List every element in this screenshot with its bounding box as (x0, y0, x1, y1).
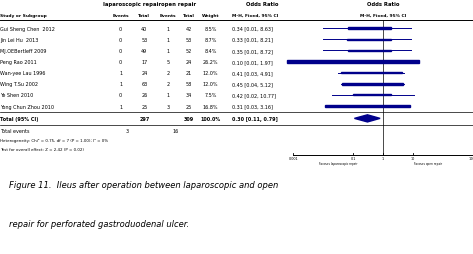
Text: 1: 1 (119, 104, 122, 109)
Text: 40: 40 (141, 26, 148, 31)
Text: 0.35 [0.01, 8.72]: 0.35 [0.01, 8.72] (232, 49, 272, 54)
Text: 0.001: 0.001 (289, 156, 298, 160)
Text: 0: 0 (119, 93, 122, 98)
Text: Odds Ratio: Odds Ratio (246, 2, 279, 7)
Text: 12.0%: 12.0% (203, 71, 218, 76)
Text: 0.33 [0.01, 8.21]: 0.33 [0.01, 8.21] (232, 38, 272, 42)
Text: Gui Sheng Chen  2012: Gui Sheng Chen 2012 (0, 26, 55, 31)
Text: 1: 1 (119, 82, 122, 87)
Bar (325, 106, 411, 108)
Text: 53: 53 (141, 38, 148, 42)
Text: Heterogeneity: Chi² = 0.75, df = 7 (P = 1.00); I² = 0%: Heterogeneity: Chi² = 0.75, df = 7 (P = … (0, 138, 108, 142)
Text: Jin Lei Hu  2013: Jin Lei Hu 2013 (0, 38, 38, 42)
Text: Peng Rao 2011: Peng Rao 2011 (0, 60, 37, 65)
Text: 24: 24 (141, 71, 148, 76)
Text: 0: 0 (119, 60, 122, 65)
Text: 1: 1 (166, 93, 169, 98)
Text: Total: Total (138, 13, 150, 18)
Text: 24: 24 (186, 60, 193, 65)
Text: 12.0%: 12.0% (203, 82, 218, 87)
Text: 0.45 [0.04, 5.12]: 0.45 [0.04, 5.12] (232, 82, 272, 87)
Text: MJ.OEBertleff 2009: MJ.OEBertleff 2009 (0, 49, 46, 54)
Text: 5: 5 (166, 60, 169, 65)
Text: 0.1: 0.1 (350, 156, 356, 160)
Text: 0: 0 (119, 38, 122, 42)
Text: 3: 3 (166, 104, 169, 109)
Text: Favours open repair: Favours open repair (414, 161, 442, 165)
Text: 0: 0 (119, 26, 122, 31)
Text: 0.30 [0.11, 0.79]: 0.30 [0.11, 0.79] (232, 116, 278, 121)
Text: 63: 63 (141, 82, 148, 87)
Text: 1: 1 (166, 38, 169, 42)
Bar (348, 51, 391, 52)
Text: 16: 16 (173, 128, 179, 133)
Text: 26.2%: 26.2% (203, 60, 218, 65)
Bar (353, 95, 391, 96)
Text: 1: 1 (382, 156, 384, 160)
Bar (341, 73, 402, 74)
Text: Events: Events (159, 13, 176, 18)
Text: 0.10 [0.01, 1.97]: 0.10 [0.01, 1.97] (232, 60, 272, 65)
Text: Ye Shen 2010: Ye Shen 2010 (0, 93, 33, 98)
Text: 0: 0 (119, 49, 122, 54)
Text: 25: 25 (186, 104, 193, 109)
Text: Figure 11.  Ileus after operation between laparoscopic and open: Figure 11. Ileus after operation between… (9, 180, 279, 189)
Text: Favours laparoscopic repair: Favours laparoscopic repair (319, 161, 358, 165)
Text: 0.31 [0.03, 3.16]: 0.31 [0.03, 3.16] (232, 104, 272, 109)
Text: 8.5%: 8.5% (204, 26, 217, 31)
Text: 100.0%: 100.0% (201, 116, 220, 121)
Bar (348, 28, 391, 29)
Text: 2: 2 (166, 82, 169, 87)
Bar (342, 84, 403, 85)
Text: 1: 1 (166, 26, 169, 31)
Text: 2: 2 (166, 71, 169, 76)
Text: M-H, Fixed, 95% CI: M-H, Fixed, 95% CI (232, 13, 278, 18)
Text: Wing T.Su 2002: Wing T.Su 2002 (0, 82, 38, 87)
Text: 7.5%: 7.5% (204, 93, 217, 98)
Text: Wan-yee Lau 1996: Wan-yee Lau 1996 (0, 71, 45, 76)
Bar (287, 61, 420, 64)
Text: 25: 25 (141, 104, 148, 109)
Polygon shape (354, 115, 380, 122)
Text: Test for overall effect: Z = 2.42 (P = 0.02): Test for overall effect: Z = 2.42 (P = 0… (0, 148, 84, 151)
Text: 58: 58 (186, 82, 193, 87)
Text: 17: 17 (141, 60, 148, 65)
Text: 0.34 [0.01, 8.63]: 0.34 [0.01, 8.63] (232, 26, 272, 31)
Text: Weight: Weight (202, 13, 219, 18)
Text: 42: 42 (186, 26, 193, 31)
Text: repair for perforated gastroduodenal ulcer.: repair for perforated gastroduodenal ulc… (9, 219, 190, 228)
Text: Study or Subgroup: Study or Subgroup (0, 13, 47, 18)
Text: laparoscopic repair: laparoscopic repair (104, 2, 161, 7)
Text: 16.8%: 16.8% (203, 104, 218, 109)
Text: Yong Chun Zhou 2010: Yong Chun Zhou 2010 (0, 104, 54, 109)
Text: Total (95% CI): Total (95% CI) (0, 116, 38, 121)
Text: Total events: Total events (0, 128, 29, 133)
Text: Total: Total (183, 13, 195, 18)
Bar (347, 39, 391, 41)
Text: 49: 49 (141, 49, 147, 54)
Text: 0.41 [0.03, 4.91]: 0.41 [0.03, 4.91] (232, 71, 272, 76)
Text: 8.7%: 8.7% (204, 38, 217, 42)
Text: 297: 297 (139, 116, 149, 121)
Text: 0.42 [0.02, 10.77]: 0.42 [0.02, 10.77] (232, 93, 276, 98)
Text: 1: 1 (119, 71, 122, 76)
Text: open repair: open repair (161, 2, 196, 7)
Text: 34: 34 (186, 93, 193, 98)
Text: M-H, Fixed, 95% CI: M-H, Fixed, 95% CI (360, 13, 406, 18)
Text: 10: 10 (411, 156, 415, 160)
Text: 309: 309 (184, 116, 194, 121)
Text: 26: 26 (141, 93, 148, 98)
Text: 3: 3 (125, 128, 129, 133)
Text: 8.4%: 8.4% (204, 49, 217, 54)
Text: Events: Events (112, 13, 129, 18)
Text: 1000: 1000 (469, 156, 473, 160)
Text: 52: 52 (186, 49, 193, 54)
Text: 21: 21 (186, 71, 193, 76)
Text: Odds Ratio: Odds Ratio (367, 2, 399, 7)
Text: 1: 1 (166, 49, 169, 54)
Text: 53: 53 (186, 38, 193, 42)
